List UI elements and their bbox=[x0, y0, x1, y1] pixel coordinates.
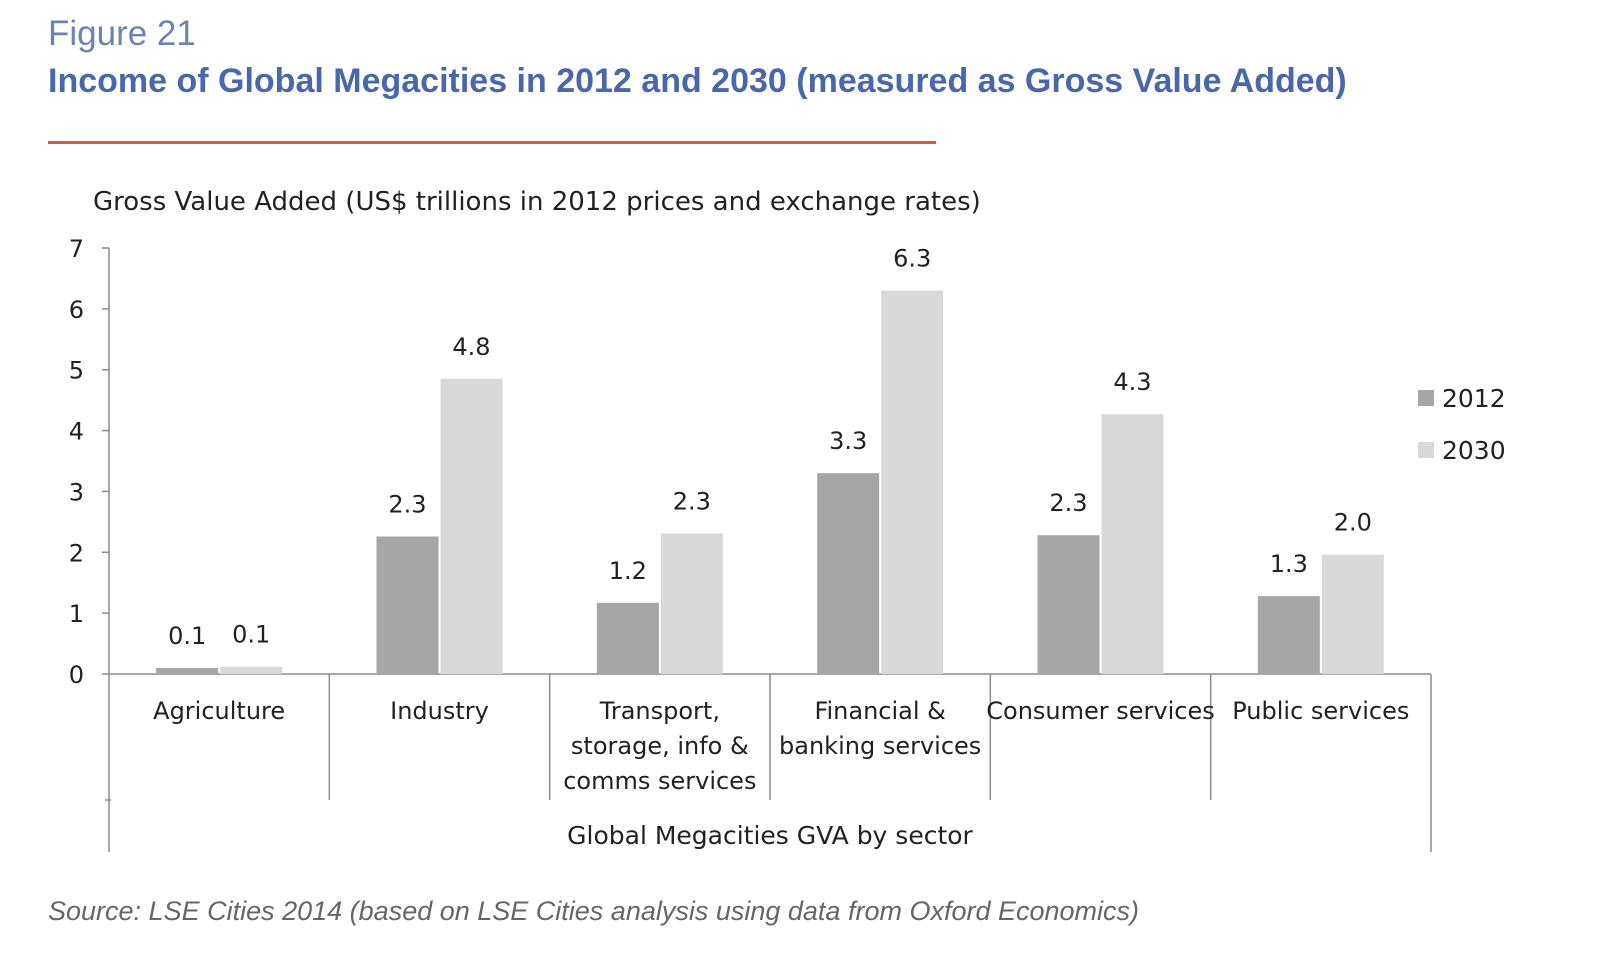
x-axis-title: Global Megacities GVA by sector bbox=[567, 821, 973, 850]
y-tick-label: 2 bbox=[69, 539, 84, 567]
category-label: comms services bbox=[563, 767, 756, 795]
y-axis-title: Gross Value Added (US$ trillions in 2012… bbox=[93, 187, 981, 217]
data-label: 0.1 bbox=[232, 621, 270, 649]
category-label: Industry bbox=[390, 697, 489, 725]
bar-2030 bbox=[881, 290, 944, 674]
bar-2012 bbox=[156, 667, 219, 674]
data-label: 4.3 bbox=[1113, 368, 1151, 396]
data-label: 4.8 bbox=[452, 333, 490, 361]
legend-swatch bbox=[1418, 442, 1434, 458]
data-label: 0.1 bbox=[168, 622, 206, 650]
title-rule bbox=[48, 141, 936, 144]
axes bbox=[105, 248, 1432, 852]
bar-2012 bbox=[1257, 596, 1320, 674]
bars bbox=[156, 290, 1384, 674]
category-label: Consumer services bbox=[986, 697, 1214, 725]
figure-title: Income of Global Megacities in 2012 and … bbox=[48, 62, 1347, 100]
data-label: 2.3 bbox=[388, 490, 426, 518]
source-note: Source: LSE Cities 2014 (based on LSE Ci… bbox=[48, 896, 1140, 926]
bar-2012 bbox=[596, 602, 659, 674]
category-label: banking services bbox=[779, 732, 981, 760]
data-label: 3.3 bbox=[829, 427, 867, 455]
category-label: storage, info & bbox=[571, 732, 749, 760]
y-tick-label: 4 bbox=[69, 418, 84, 446]
value-labels: 0.1 2.3 1.2 3.3 2.3 1.3 0.1 4.8 2.3 6.3 4.3 2.0 bbox=[168, 245, 1372, 650]
data-label: 2.3 bbox=[1049, 489, 1087, 517]
data-label: 1.3 bbox=[1270, 550, 1308, 578]
figure-label: Figure 21 bbox=[48, 14, 196, 53]
legend-swatch bbox=[1418, 390, 1434, 406]
data-label: 2.0 bbox=[1334, 509, 1372, 537]
legend-label: 2030 bbox=[1442, 436, 1506, 465]
y-tick-label: 7 bbox=[69, 235, 84, 263]
y-tick-label: 1 bbox=[69, 600, 84, 628]
bar-2030 bbox=[1321, 554, 1384, 674]
y-tick-label: 3 bbox=[69, 478, 84, 506]
y-tick-label: 6 bbox=[69, 296, 84, 324]
data-label: 2.3 bbox=[673, 487, 711, 515]
bar-2030 bbox=[660, 533, 723, 674]
legend: 2012 2030 bbox=[1418, 384, 1506, 465]
bar-2012 bbox=[376, 536, 439, 674]
y-tick-labels: 0 1 2 3 4 5 6 7 bbox=[69, 235, 109, 689]
bar-2030 bbox=[220, 666, 283, 674]
bar-2030 bbox=[440, 378, 503, 674]
legend-label: 2012 bbox=[1442, 384, 1506, 413]
category-label: Financial & bbox=[814, 697, 945, 725]
bar-2012 bbox=[817, 473, 880, 674]
category-label: Public services bbox=[1232, 697, 1409, 725]
data-label: 6.3 bbox=[893, 245, 931, 273]
category-label: Transport, bbox=[599, 697, 720, 725]
bar-2030 bbox=[1101, 414, 1164, 674]
category-labels: Agriculture Industry Transport, storage, in… bbox=[153, 697, 1409, 795]
y-tick-label: 5 bbox=[69, 357, 84, 385]
data-label: 1.2 bbox=[609, 557, 647, 585]
y-tick-label: 0 bbox=[69, 661, 84, 689]
bar-2012 bbox=[1037, 535, 1100, 674]
category-label: Agriculture bbox=[153, 697, 285, 725]
